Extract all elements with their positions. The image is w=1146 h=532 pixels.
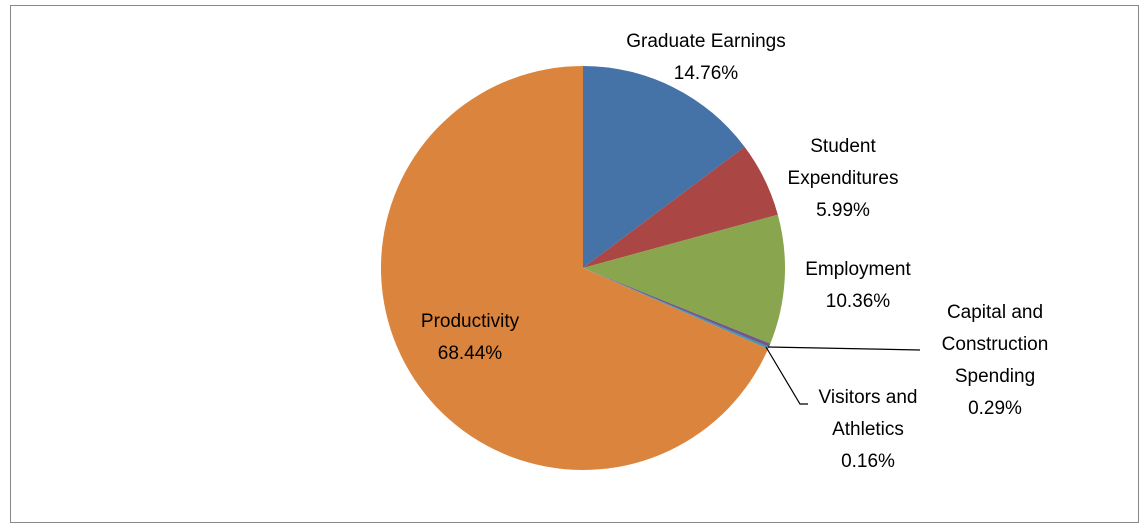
pie-slice	[583, 146, 778, 268]
pie	[380, 66, 785, 471]
value-label: 5.99%	[816, 200, 870, 221]
category-label: Graduate Earnings	[626, 31, 786, 52]
pie-slice	[583, 214, 785, 344]
value-label: 14.76%	[673, 63, 739, 84]
category-label: Productivity	[420, 311, 520, 332]
value-label: 0.29%	[968, 398, 1022, 419]
data-label: Visitors and Athletics 0.16%	[803, 382, 933, 478]
value-label: 0.16%	[841, 451, 895, 472]
value-label: 68.44%	[437, 343, 503, 364]
pie-slice	[583, 268, 771, 348]
value-label: 10.36%	[825, 291, 891, 312]
pie-slice	[583, 268, 769, 349]
category-label: Employment	[805, 259, 911, 280]
pie-slice	[380, 66, 769, 471]
category-label: Visitors and Athletics	[818, 387, 918, 440]
data-label: Employment 10.36%	[793, 254, 923, 318]
leader-line	[765, 346, 808, 405]
category-label: Student Expenditures	[787, 136, 899, 189]
pie-slice	[583, 66, 745, 268]
data-label: Capital and Construction Spending 0.29%	[930, 297, 1060, 425]
leader-line	[767, 346, 921, 351]
data-label: Productivity 68.44%	[370, 306, 570, 370]
category-label: Capital and Construction Spending	[941, 302, 1049, 387]
data-label: Student Expenditures 5.99%	[778, 131, 908, 227]
data-label: Graduate Earnings 14.76%	[576, 26, 836, 90]
